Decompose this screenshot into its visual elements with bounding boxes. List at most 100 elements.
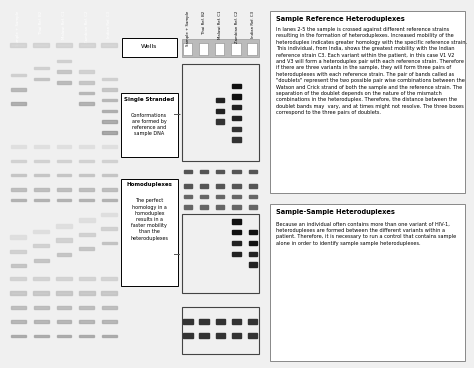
Bar (233, 105, 241, 109)
Bar (56, 320, 71, 323)
Bar (248, 333, 257, 338)
Bar (233, 116, 241, 120)
Bar (11, 188, 26, 191)
Bar (79, 199, 94, 201)
Bar (182, 307, 259, 354)
Bar (102, 120, 117, 123)
Bar (233, 84, 241, 88)
Text: In lanes 2-5 the sample is crossed against different reference strains
resulting: In lanes 2-5 the sample is crossed again… (275, 27, 467, 115)
Bar (56, 145, 71, 148)
Bar (247, 43, 257, 55)
Text: Malawi Ref. C1: Malawi Ref. C1 (219, 11, 222, 39)
Bar (10, 43, 27, 47)
Bar (249, 251, 257, 256)
Text: Sample + Sample: Sample + Sample (186, 11, 190, 46)
Bar (233, 95, 241, 99)
Bar (79, 103, 94, 105)
Bar (79, 233, 95, 236)
Bar (249, 205, 257, 209)
Bar (102, 160, 117, 162)
Bar (216, 195, 225, 198)
Bar (11, 88, 26, 91)
Bar (102, 199, 117, 201)
Bar (79, 43, 95, 47)
Bar (184, 184, 192, 188)
Bar (33, 43, 49, 47)
Bar (34, 67, 48, 69)
Bar (102, 188, 117, 191)
Bar (102, 88, 117, 91)
Bar (79, 306, 94, 309)
Bar (102, 306, 117, 309)
Bar (34, 259, 48, 262)
Bar (79, 218, 95, 222)
Bar (56, 188, 71, 191)
Bar (121, 93, 178, 157)
Text: Conformations
are formed by
reference and
sample DNA: Conformations are formed by reference an… (131, 113, 167, 136)
Bar (184, 170, 192, 173)
Bar (248, 319, 257, 324)
Bar (102, 320, 117, 323)
Bar (233, 219, 241, 224)
Bar (101, 291, 118, 294)
Bar (233, 251, 241, 256)
Bar (56, 70, 71, 73)
Bar (56, 81, 71, 84)
Bar (11, 335, 26, 337)
Bar (79, 160, 94, 162)
Bar (56, 335, 71, 337)
Bar (11, 145, 26, 148)
Bar (10, 236, 27, 239)
Bar (102, 145, 117, 148)
Bar (233, 170, 241, 173)
Bar (216, 120, 225, 124)
Bar (233, 230, 241, 234)
Bar (233, 127, 241, 131)
Bar (232, 333, 241, 338)
Bar (233, 241, 241, 245)
Bar (270, 204, 465, 361)
Bar (270, 11, 465, 193)
Bar (102, 131, 117, 134)
Bar (56, 60, 71, 62)
Bar (102, 99, 117, 102)
Bar (184, 205, 192, 209)
Bar (199, 43, 209, 55)
Bar (216, 319, 225, 324)
Bar (215, 43, 225, 55)
Text: Zambian Ref. C2: Zambian Ref. C2 (235, 11, 238, 43)
Text: Zambian Ref. C2: Zambian Ref. C2 (85, 11, 89, 43)
Bar (183, 319, 193, 324)
Bar (79, 277, 95, 280)
Bar (56, 253, 71, 256)
Bar (102, 110, 117, 112)
Bar (10, 250, 27, 253)
Bar (231, 43, 241, 55)
Bar (233, 195, 241, 198)
Bar (182, 64, 259, 161)
Text: Single Stranded: Single Stranded (124, 97, 174, 102)
Bar (34, 174, 48, 176)
Bar (102, 174, 117, 176)
Bar (79, 247, 94, 250)
Bar (56, 291, 72, 294)
Bar (34, 199, 48, 201)
Bar (34, 335, 48, 337)
Bar (200, 184, 209, 188)
Bar (11, 306, 26, 309)
Bar (33, 244, 49, 247)
Text: Sample-Sample Heteroduplexes: Sample-Sample Heteroduplexes (275, 209, 394, 215)
Bar (200, 170, 209, 173)
Bar (11, 320, 26, 323)
Bar (33, 230, 49, 233)
Bar (101, 213, 118, 216)
Bar (79, 81, 94, 84)
Bar (34, 188, 48, 191)
Bar (249, 195, 257, 198)
Bar (56, 43, 72, 47)
Bar (102, 78, 117, 80)
Bar (56, 306, 71, 309)
Bar (34, 145, 48, 148)
Bar (56, 238, 72, 242)
Bar (79, 335, 94, 337)
